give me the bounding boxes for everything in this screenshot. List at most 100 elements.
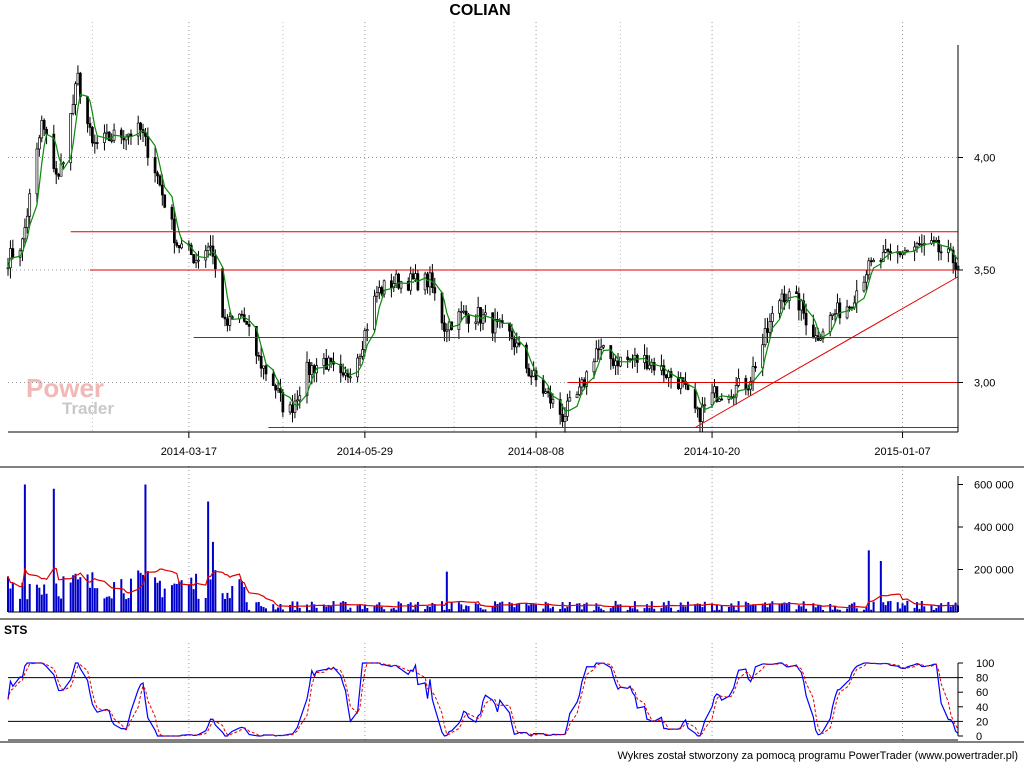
volume-bar (375, 604, 378, 612)
volume-bar (308, 609, 311, 612)
volume-bar (542, 608, 545, 612)
volume-bar (768, 603, 771, 612)
candle-body (541, 379, 545, 394)
price-moving-average-line (7, 93, 959, 412)
volume-bar (838, 609, 841, 612)
volume-moving-average-line (7, 567, 959, 609)
volume-bar (103, 598, 106, 612)
candle-body (71, 104, 75, 114)
candle-body (11, 248, 15, 258)
volume-bar (482, 609, 484, 612)
candle-body (780, 293, 784, 302)
volume-bar (414, 604, 417, 612)
volume-bar (949, 606, 952, 612)
volume-bar (617, 604, 620, 612)
volume-bar (55, 583, 58, 612)
volume-bar (935, 608, 938, 612)
price-y-tick-label: 3,00 (974, 378, 995, 390)
volume-bar (660, 608, 663, 612)
volume-bar (583, 603, 586, 612)
candle-body (568, 397, 572, 402)
volume-bar (566, 606, 569, 612)
volume-bar (952, 605, 955, 612)
candle-body (52, 133, 56, 169)
volume-bar (207, 501, 210, 612)
volume-bar (821, 609, 824, 612)
volume-bar (342, 601, 345, 612)
candle-body (177, 245, 181, 249)
candle-body (580, 379, 584, 388)
candle-body (173, 218, 176, 244)
volume-bar (778, 603, 781, 612)
x-tick-label: 2014-05-29 (337, 446, 393, 458)
candle-body (737, 377, 740, 386)
candle-body (93, 142, 97, 144)
candle-body (946, 248, 950, 253)
volume-bar (180, 580, 183, 612)
volume-bar (158, 580, 161, 612)
candle-body (491, 312, 495, 334)
volume-bar (788, 602, 791, 612)
volume-bar (156, 582, 159, 612)
volume-bar (467, 606, 470, 612)
candle-body (211, 245, 215, 257)
candle-body (799, 300, 803, 311)
candle-body (459, 311, 463, 313)
volume-bar (496, 603, 499, 612)
volume-bar (940, 603, 943, 612)
volume-bar (209, 579, 212, 612)
volume-bar (491, 606, 494, 612)
candle-body (291, 404, 294, 413)
volume-y-tick-label: 200 000 (974, 565, 1014, 577)
candle-body (616, 360, 620, 367)
volume-bar (142, 574, 145, 612)
candle-body (310, 365, 314, 376)
sts-k-line (7, 662, 959, 737)
volume-bar (330, 606, 333, 612)
candle-body (180, 243, 183, 249)
candle-body (356, 357, 359, 378)
candle-body (831, 313, 834, 316)
candle-body (701, 404, 704, 422)
volume-bar (580, 609, 583, 612)
candle-body (889, 251, 892, 254)
volume-bar (592, 610, 595, 612)
candle-body (563, 416, 567, 423)
volume-bar (884, 605, 887, 612)
candle-body (734, 385, 738, 398)
sts-y-tick-label: 20 (976, 716, 988, 728)
volume-bar (383, 609, 386, 612)
sts-y-tick-label: 40 (976, 702, 988, 714)
volume-bar (682, 606, 685, 612)
volume-bar (795, 609, 798, 612)
x-tick-label: 2014-03-17 (161, 446, 217, 458)
volume-bar (780, 603, 783, 612)
volume-bar (585, 602, 588, 612)
volume-y-tick-label: 400 000 (974, 522, 1014, 534)
candle-body (349, 376, 352, 379)
volume-bar (52, 488, 55, 612)
candle-body (751, 366, 755, 382)
volume-bar (431, 602, 434, 612)
candle-body (811, 324, 815, 339)
volume-bar (629, 606, 632, 612)
volume-bar (197, 598, 200, 612)
candle-body (597, 348, 601, 351)
x-tick-label: 2014-08-08 (508, 446, 564, 458)
sts-y-tick-label: 0 (976, 731, 982, 743)
candle-body (156, 172, 159, 177)
volume-bar (532, 603, 535, 612)
volume-bar (718, 609, 721, 612)
candle-body (262, 365, 265, 369)
volume-bar (339, 602, 342, 612)
candle-body (240, 313, 244, 316)
candle-body (881, 252, 885, 262)
volume-bar (428, 606, 431, 612)
volume-bar (279, 603, 282, 612)
candle-body (153, 157, 157, 174)
volume-bar (240, 580, 243, 612)
volume-bar (21, 582, 24, 612)
volume-bar (378, 602, 381, 612)
volume-bar (764, 602, 767, 612)
candle-body (628, 358, 632, 361)
